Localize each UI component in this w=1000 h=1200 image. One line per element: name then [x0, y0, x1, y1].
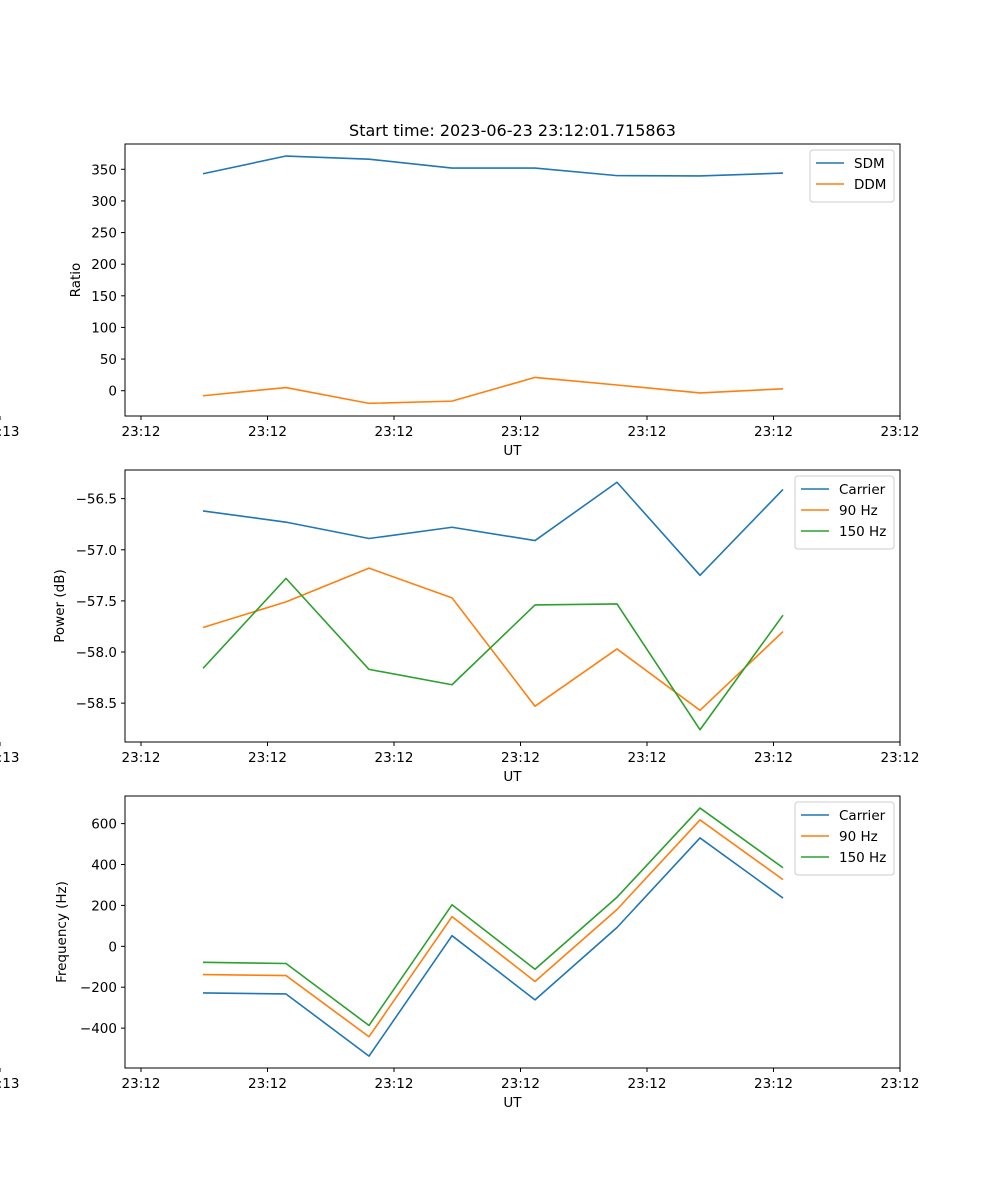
y-tick-label: 350: [91, 162, 117, 178]
y-tick-label: −58.0: [76, 645, 117, 661]
x-tick-label: 23:12: [881, 1076, 920, 1092]
y-tick-label: 50: [100, 352, 117, 368]
x-tick-label: 23:12: [122, 424, 161, 440]
x-tick-label: 23:12: [501, 424, 540, 440]
x-tick-label: 23:12: [375, 424, 414, 440]
x-tick-label: 23:12: [248, 1076, 287, 1092]
series-line-90-hz: [202, 819, 784, 1038]
legend: Carrier 90 Hz 150 Hz: [794, 801, 895, 876]
chart-panel-2: 23:12 23:12 23:12 23:12 23:12 23:12 23:12 23:13…: [0, 469, 920, 785]
chart-panels: 23:12 23:12 23:12 23:12 23:12 23:12 23:12 23:13…: [0, 143, 920, 1111]
legend-entry: 90 Hz: [839, 503, 878, 519]
series-line-150-hz: [202, 807, 784, 1027]
x-tick-label: 23:12: [881, 424, 920, 440]
y-tick-label: 200: [91, 898, 117, 914]
x-tick-label: 23:12: [122, 750, 161, 766]
y-axis-label: Power (dB): [52, 569, 68, 642]
x-tick-label: 23:12: [248, 424, 287, 440]
x-tick-label: 23:12: [628, 424, 667, 440]
legend-entry: SDM: [854, 156, 885, 172]
x-axis-label: UT: [503, 1095, 522, 1111]
y-axis-label: Ratio: [68, 263, 84, 298]
plot-area-frame: [124, 469, 901, 743]
y-tick-label: 400: [91, 858, 117, 874]
x-axis-label: UT: [503, 443, 522, 459]
y-tick-label: 600: [91, 817, 117, 833]
y-tick-label: 200: [91, 257, 117, 273]
series-line-90-hz: [202, 567, 784, 712]
legend: SDM DDM: [809, 149, 895, 203]
plot-area-frame: [124, 795, 901, 1069]
x-tick-label: 23:13: [0, 424, 19, 440]
y-tick-label: −200: [80, 980, 117, 996]
x-tick-label: 23:13: [0, 1076, 19, 1092]
legend-entry: 90 Hz: [839, 829, 878, 845]
x-tick-label: 23:12: [754, 424, 793, 440]
legend-entry: DDM: [854, 177, 886, 193]
x-tick-label: 23:12: [628, 1076, 667, 1092]
y-tick-label: −58.5: [76, 696, 117, 712]
y-tick-label: 0: [108, 384, 117, 400]
legend: Carrier 90 Hz 150 Hz: [794, 475, 895, 550]
legend-entry: Carrier: [839, 482, 886, 498]
y-tick-label: 300: [91, 194, 117, 210]
y-tick-label: −400: [80, 1021, 117, 1037]
x-tick-label: 23:12: [375, 1076, 414, 1092]
x-tick-label: 23:12: [628, 750, 667, 766]
y-tick-label: −56.5: [76, 492, 117, 508]
y-tick-label: 250: [91, 226, 117, 242]
y-tick-label: 0: [108, 939, 117, 955]
x-tick-label: 23:12: [122, 1076, 161, 1092]
legend-entry: 150 Hz: [839, 524, 886, 540]
series-line-carrier: [202, 837, 784, 1057]
y-axis-label: Frequency (Hz): [54, 881, 70, 983]
series-line-carrier: [202, 481, 784, 577]
y-tick-label: −57.0: [76, 543, 117, 559]
x-tick-label: 23:12: [881, 750, 920, 766]
x-tick-label: 23:12: [754, 1076, 793, 1092]
x-tick-label: 23:12: [375, 750, 414, 766]
series-line-ddm: [202, 376, 784, 405]
y-tick-label: −57.5: [76, 594, 117, 610]
y-tick-label: 100: [91, 320, 117, 336]
x-tick-label: 23:12: [501, 750, 540, 766]
figure-title: Start time: 2023-06-23 23:12:01.715863: [349, 121, 676, 140]
x-tick-label: 23:12: [248, 750, 287, 766]
chart-panel-3: 23:12 23:12 23:12 23:12 23:12 23:12 23:12 23:13…: [0, 795, 920, 1111]
plot-area-frame: [124, 143, 901, 417]
x-tick-label: 23:12: [501, 1076, 540, 1092]
series-line-sdm: [202, 155, 784, 177]
legend-entry: 150 Hz: [839, 850, 886, 866]
series-line-150-hz: [202, 577, 784, 731]
x-tick-label: 23:12: [754, 750, 793, 766]
chart-panel-1: 23:12 23:12 23:12 23:12 23:12 23:12 23:12 23:13…: [0, 143, 920, 459]
legend-entry: Carrier: [839, 808, 886, 824]
x-axis-label: UT: [503, 769, 522, 785]
y-tick-label: 150: [91, 289, 117, 305]
x-tick-label: 23:13: [0, 750, 19, 766]
